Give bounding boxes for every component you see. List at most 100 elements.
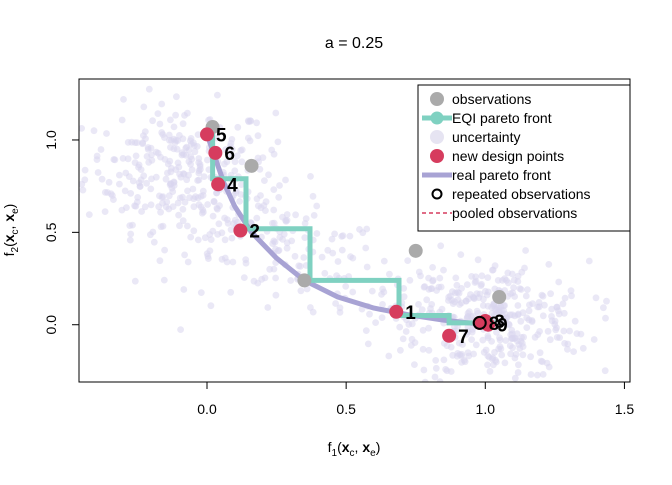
uncertainty-point <box>498 351 506 359</box>
uncertainty-point <box>493 304 501 312</box>
uncertainty-point <box>149 228 157 236</box>
uncertainty-point <box>318 253 326 261</box>
uncertainty-point <box>244 117 252 125</box>
uncertainty-point <box>347 253 354 260</box>
uncertainty-point <box>116 171 123 179</box>
uncertainty-point <box>454 350 462 357</box>
uncertainty-point <box>479 302 487 309</box>
uncertainty-point <box>154 110 162 117</box>
uncertainty-point <box>372 319 379 326</box>
legend-item: uncertainty <box>430 129 520 145</box>
uncertainty-point <box>571 317 579 325</box>
repeated-observations <box>472 315 487 330</box>
uncertainty-point <box>79 125 85 132</box>
uncertainty-point <box>519 351 527 359</box>
uncertainty-point <box>415 301 422 308</box>
uncertainty-point <box>158 129 166 136</box>
uncertainty-point <box>515 361 522 369</box>
uncertainty-point <box>178 149 186 157</box>
legend-label: pooled observations <box>452 205 577 221</box>
uncertainty-point <box>362 327 370 334</box>
repeated-observation-ring <box>472 315 487 330</box>
uncertainty-point <box>547 290 554 298</box>
uncertainty-point <box>442 366 449 373</box>
uncertainty-point <box>514 302 522 309</box>
uncertainty-point <box>432 364 440 372</box>
uncertainty-point <box>484 288 492 296</box>
legend-point-icon <box>430 130 444 144</box>
uncertainty-point <box>275 194 283 201</box>
uncertainty-point <box>363 263 371 271</box>
uncertainty-point <box>261 274 269 282</box>
uncertainty-point <box>184 109 191 117</box>
uncertainty-point <box>204 156 211 164</box>
uncertainty-point <box>179 120 187 128</box>
uncertainty-point <box>215 220 223 228</box>
uncertainty-point <box>512 350 520 358</box>
plot-area <box>79 85 610 391</box>
uncertainty-point <box>418 306 426 314</box>
uncertainty-point <box>232 216 239 224</box>
design-point-label: 7 <box>458 327 469 348</box>
uncertainty-point <box>223 216 231 224</box>
uncertainty-point <box>150 238 158 246</box>
uncertainty-point <box>568 292 575 300</box>
uncertainty-point <box>190 203 198 211</box>
uncertainty-point <box>79 186 87 194</box>
uncertainty-point <box>282 176 289 184</box>
design-point-label: 3 <box>494 312 505 333</box>
uncertainty-point <box>400 293 408 301</box>
uncertainty-point <box>138 208 146 215</box>
design-point-labels: 1 2 3 4 56 789 <box>216 125 508 347</box>
uncertainty-point <box>551 321 559 328</box>
uncertainty-point <box>223 158 231 166</box>
uncertainty-point <box>336 304 344 312</box>
uncertainty-point <box>566 327 573 335</box>
uncertainty-point <box>523 384 530 391</box>
uncertainty-point <box>379 301 386 308</box>
uncertainty-point <box>283 244 291 252</box>
uncertainty-point <box>276 182 283 189</box>
uncertainty-point <box>221 254 229 262</box>
uncertainty-point <box>349 288 357 296</box>
uncertainty-point <box>181 251 189 259</box>
uncertainty-point <box>147 185 155 193</box>
design-point-label: 8 <box>489 314 500 335</box>
uncertainty-point <box>214 231 222 238</box>
chart-title: a = 0.25 <box>325 35 383 52</box>
uncertainty-point <box>272 274 279 282</box>
uncertainty-point <box>156 120 164 128</box>
legend-point-icon <box>430 111 444 125</box>
uncertainty-point <box>535 303 543 311</box>
uncertainty-point <box>400 285 408 292</box>
uncertainty-point <box>405 320 413 328</box>
uncertainty-point <box>567 287 575 294</box>
legend: observations EQI pareto front uncertainty n… <box>417 84 631 232</box>
uncertainty-point <box>156 257 164 265</box>
uncertainty-point <box>184 222 191 230</box>
design-point-label: 1 <box>405 303 416 324</box>
new-design-point <box>200 127 215 142</box>
uncertainty-point <box>145 159 153 166</box>
uncertainty-point <box>546 336 554 344</box>
uncertainty-point <box>175 211 183 219</box>
uncertainty-point <box>521 264 528 272</box>
uncertainty-point <box>474 256 482 264</box>
uncertainty-point <box>210 197 218 205</box>
uncertainty-point <box>514 278 522 285</box>
uncertainty-point <box>366 310 373 318</box>
x-axis-label: f1(xc, xe) <box>328 439 381 459</box>
uncertainty-point <box>163 198 171 206</box>
uncertainty-point <box>270 219 278 227</box>
uncertainty-point <box>511 374 519 382</box>
uncertainty-point <box>238 158 246 166</box>
uncertainty-point <box>404 257 412 264</box>
uncertainty-point <box>120 96 127 103</box>
uncertainty-point <box>160 276 168 284</box>
uncertainty-point <box>560 327 568 335</box>
uncertainty-point <box>227 226 235 234</box>
uncertainty-point <box>165 131 173 139</box>
uncertainty-point <box>440 356 448 364</box>
legend-item: observations <box>430 91 531 107</box>
observation-point <box>297 273 312 288</box>
